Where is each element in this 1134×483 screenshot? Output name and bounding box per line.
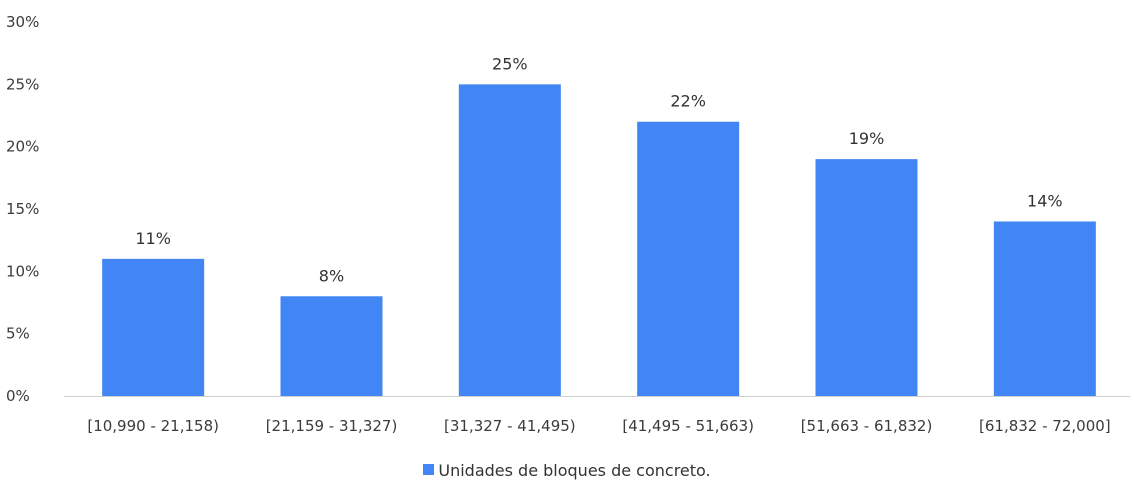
y-tick-label: 30% [6,13,39,31]
legend: Unidades de bloques de concreto. [0,461,1134,480]
bars [102,84,1096,396]
x-tick-label: [51,663 - 61,832) [801,417,933,435]
legend-swatch [423,464,435,475]
data-label: 11% [135,229,171,248]
bar [102,258,205,396]
y-tick-label: 0% [6,387,30,405]
data-label: 8% [319,266,344,285]
x-tick-label: [61,832 - 72,000] [979,417,1111,435]
y-tick-label: 10% [6,262,39,280]
data-label: 14% [1027,191,1063,210]
bar [993,221,1096,396]
data-label: 19% [849,129,885,148]
y-tick-label: 20% [6,138,39,156]
x-tick-label: [21,159 - 31,327) [266,417,398,435]
bar [637,121,740,396]
x-tick-label: [41,495 - 51,663) [622,417,754,435]
data-labels: 11% 8% 25% 22% 19% 14% [135,54,1062,285]
y-tick-label: 5% [6,325,30,343]
bar [458,84,561,396]
bar [815,159,918,396]
x-tick-label: [10,990 - 21,158) [87,417,219,435]
y-axis: 0% 5% 10% 15% 20% 25% 30% [6,13,39,405]
legend-label: Unidades de bloques de concreto. [438,461,711,480]
y-tick-label: 25% [6,75,39,93]
x-tick-label: [31,327 - 41,495) [444,417,576,435]
data-label: 22% [670,92,706,111]
bar [280,296,383,396]
x-axis: [10,990 - 21,158) [21,159 - 31,327) [31,32… [87,417,1110,435]
y-tick-label: 15% [6,200,39,218]
data-label: 25% [492,54,528,73]
